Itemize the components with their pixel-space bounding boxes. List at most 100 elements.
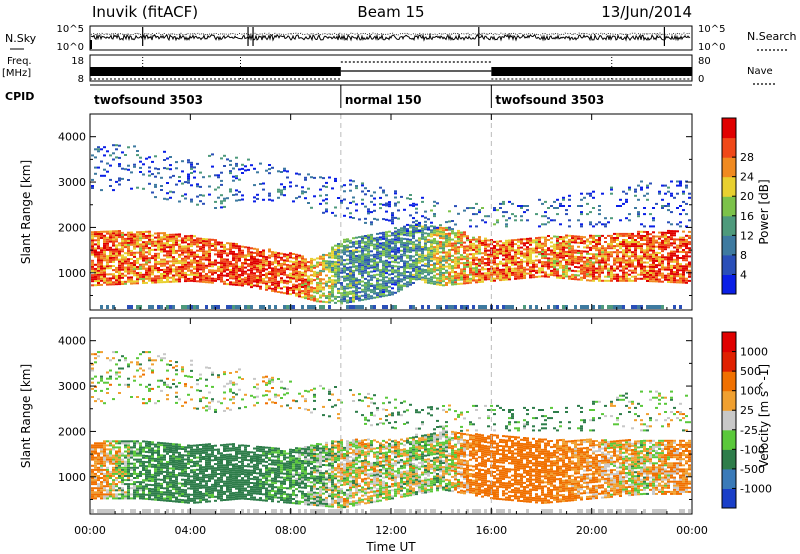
heatmap-cell <box>457 264 460 267</box>
heatmap-cell <box>517 205 520 207</box>
heatmap-cell <box>457 246 460 249</box>
heatmap-cell <box>571 257 574 260</box>
heatmap-cell <box>364 217 367 220</box>
heatmap-cell <box>109 444 112 447</box>
heatmap-cell <box>346 258 349 261</box>
heatmap-cell <box>670 272 673 275</box>
heatmap-cell <box>415 272 418 275</box>
heatmap-cell <box>352 196 355 199</box>
heatmap-cell <box>193 239 196 242</box>
heatmap-cell <box>619 245 622 248</box>
heatmap-cell <box>490 253 493 256</box>
heatmap-cell <box>559 252 562 255</box>
heatmap-cell <box>334 206 337 209</box>
heatmap-cell <box>181 241 184 244</box>
heatmap-cell <box>115 180 118 183</box>
heatmap-cell <box>568 263 571 266</box>
heatmap-cell <box>574 239 577 242</box>
heatmap-cell <box>553 305 556 309</box>
heatmap-cell <box>448 273 451 276</box>
heatmap-cell <box>376 281 379 284</box>
heatmap-cell <box>313 289 316 292</box>
heatmap-cell <box>208 256 211 259</box>
heatmap-cell <box>91 472 94 475</box>
heatmap-cell <box>511 305 514 309</box>
heatmap-cell <box>127 268 130 271</box>
heatmap-cell <box>637 234 640 237</box>
heatmap-cell <box>91 241 94 244</box>
heatmap-cell <box>226 258 229 261</box>
heatmap-cell <box>463 247 466 250</box>
heatmap-cell <box>349 189 352 192</box>
heatmap-cell <box>280 271 283 274</box>
heatmap-cell <box>157 275 160 278</box>
heatmap-cell <box>109 448 112 451</box>
heatmap-cell <box>211 277 214 280</box>
heatmap-cell <box>649 233 652 236</box>
heatmap-cell <box>268 271 271 273</box>
heatmap-cell <box>391 287 394 290</box>
heatmap-cell <box>373 217 376 220</box>
heatmap-cell <box>235 271 238 274</box>
heatmap-cell <box>145 230 148 233</box>
heatmap-cell <box>688 279 691 282</box>
nsearch-label: N.Search <box>747 30 797 43</box>
heatmap-cell <box>268 260 271 263</box>
heatmap-cell <box>547 235 550 237</box>
heatmap-cell <box>424 242 427 245</box>
heatmap-cell <box>439 273 442 276</box>
heatmap-cell <box>214 261 217 264</box>
heatmap-cell <box>112 454 115 457</box>
heatmap-cell <box>118 448 121 451</box>
heatmap-cell <box>622 273 625 276</box>
heatmap-cell <box>205 279 208 282</box>
heatmap-cell <box>343 298 346 300</box>
heatmap-cell <box>391 232 394 235</box>
heatmap-cell <box>592 265 595 268</box>
heatmap-cell <box>145 261 148 264</box>
heatmap-cell <box>313 266 316 269</box>
heatmap-cell <box>163 159 166 161</box>
heatmap-cell <box>400 227 403 230</box>
heatmap-cell <box>91 464 94 467</box>
heatmap-cell <box>364 298 367 301</box>
heatmap-cell <box>478 270 481 273</box>
heatmap-cell <box>121 254 124 257</box>
heatmap-cell <box>394 305 397 309</box>
heatmap-cell <box>670 194 673 197</box>
heatmap-cell <box>640 273 643 276</box>
heatmap-cell <box>199 250 202 252</box>
heatmap-cell <box>115 497 118 500</box>
heatmap-cell <box>442 227 445 230</box>
heatmap-cell <box>238 278 241 280</box>
heatmap-cell <box>598 305 601 309</box>
heatmap-cell <box>238 280 241 283</box>
heatmap-cell <box>379 254 382 257</box>
heatmap-cell <box>118 270 121 273</box>
heatmap-cell <box>331 299 334 302</box>
heatmap-cell <box>181 194 184 197</box>
heatmap-cell <box>100 189 103 192</box>
heatmap-cell <box>340 269 343 272</box>
heatmap-cell <box>652 225 655 228</box>
heatmap-cell <box>610 279 613 282</box>
heatmap-cell <box>160 281 163 284</box>
heatmap-cell <box>241 194 244 197</box>
heatmap-cell <box>547 207 550 209</box>
heatmap-cell <box>337 253 340 256</box>
heatmap-cell <box>247 305 250 309</box>
heatmap-cell <box>352 265 355 268</box>
heatmap-cell <box>283 281 286 284</box>
heatmap-cell <box>556 254 559 257</box>
heatmap-cell <box>625 279 628 282</box>
heatmap-cell <box>340 257 343 260</box>
heatmap-cell <box>433 240 436 242</box>
heatmap-cell <box>367 261 370 263</box>
heatmap-cell <box>208 254 211 257</box>
heatmap-cell <box>385 261 388 264</box>
heatmap-cell <box>124 258 127 261</box>
heatmap-cell <box>562 254 565 257</box>
heatmap-cell <box>121 462 124 465</box>
heatmap-cell <box>196 272 199 275</box>
heatmap-cell <box>412 241 415 244</box>
